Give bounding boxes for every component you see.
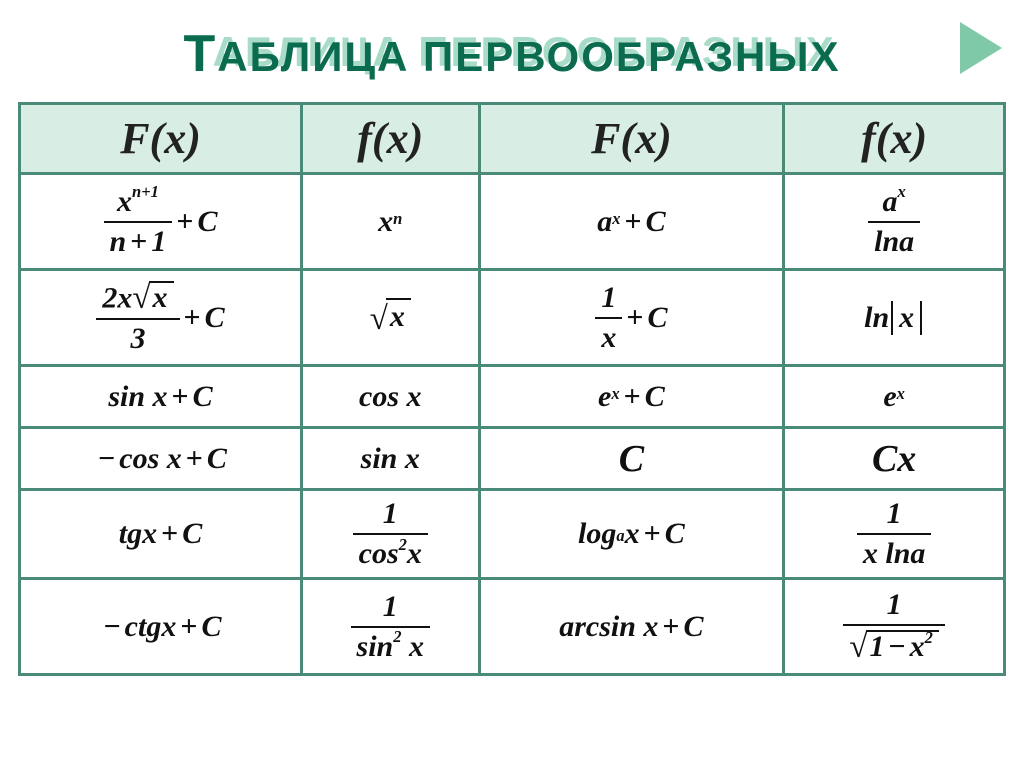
cell-r0c3: axlna [784,174,1005,270]
cell-r4c2: loga x+C [479,490,784,579]
cell-r1c0: 2x√x 3 +C [20,270,302,366]
table-row: −ctgx+C 1sin2 x arcsin x+C 1 √1−x2 [20,579,1005,675]
cell-r0c0: xn+1n+1 +C [20,174,302,270]
table-row: xn+1n+1 +C xn ax+C axlna [20,174,1005,270]
table-row: sin x+C cos x ex+C ex [20,366,1005,428]
col-header-1: f(x) [302,104,479,174]
cell-r2c3: ex [784,366,1005,428]
page-title-wrap: ТАБЛИЦА ПЕРВООБРАЗНЫХ ТАБЛИЦА ПЕРВООБРАЗ… [0,0,1024,102]
cell-r5c1: 1sin2 x [302,579,479,675]
col-header-0: F(x) [20,104,302,174]
cell-r5c0: −ctgx+C [20,579,302,675]
cell-r1c2: 1x +C [479,270,784,366]
col-header-3: f(x) [784,104,1005,174]
table-body: xn+1n+1 +C xn ax+C axlna 2x√x 3 [20,174,1005,675]
cell-r1c3: lnx [784,270,1005,366]
table-row: 2x√x 3 +C √x 1x +C lnx [20,270,1005,366]
table-row: tgx+C 1cos2x loga x+C 1x lna [20,490,1005,579]
page-title: ТАБЛИЦА ПЕРВООБРАЗНЫХ ТАБЛИЦА ПЕРВООБРАЗ… [183,24,840,84]
antiderivatives-table: F(x) f(x) F(x) f(x) xn+1n+1 +C xn ax+C a… [18,102,1006,676]
cell-r4c3: 1x lna [784,490,1005,579]
cell-r3c3: Cx [784,428,1005,490]
table-header-row: F(x) f(x) F(x) f(x) [20,104,1005,174]
cell-r2c0: sin x+C [20,366,302,428]
cell-r1c1: √x [302,270,479,366]
cell-r3c0: −cos x+C [20,428,302,490]
cell-r0c2: ax+C [479,174,784,270]
cell-r2c1: cos x [302,366,479,428]
table-row: −cos x+C sin x C Cx [20,428,1005,490]
cell-r3c1: sin x [302,428,479,490]
title-front: ТАБЛИЦА ПЕРВООБРАЗНЫХ [183,33,840,80]
cell-r5c2: arcsin x+C [479,579,784,675]
cell-r4c0: tgx+C [20,490,302,579]
cell-r5c3: 1 √1−x2 [784,579,1005,675]
cell-r2c2: ex+C [479,366,784,428]
cell-r3c2: C [479,428,784,490]
cell-r4c1: 1cos2x [302,490,479,579]
next-slide-button[interactable] [960,22,1002,74]
cell-r0c1: xn [302,174,479,270]
col-header-2: F(x) [479,104,784,174]
